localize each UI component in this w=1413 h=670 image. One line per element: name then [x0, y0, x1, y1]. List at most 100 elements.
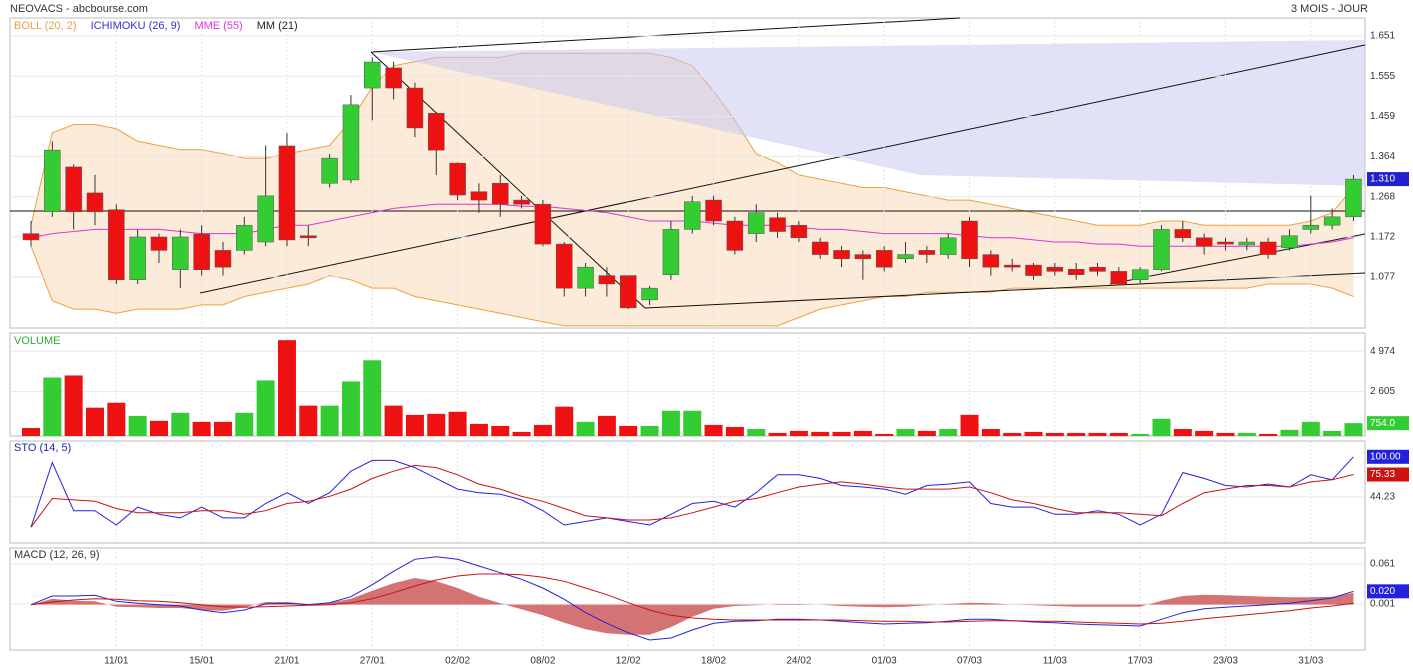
- volume-bar: [363, 360, 382, 436]
- candle-body: [86, 192, 104, 213]
- last-value-box: [1367, 449, 1409, 464]
- candle-body: [44, 149, 61, 213]
- volume-bar: [469, 423, 488, 436]
- last-value-box: [1367, 584, 1409, 599]
- volume-bar: [512, 431, 531, 436]
- candle-body: [129, 236, 146, 281]
- volume-bar: [619, 425, 638, 436]
- volume-bar: [235, 412, 254, 436]
- y-tick-label: 0.061: [1370, 559, 1395, 570]
- volume-bar: [320, 405, 339, 436]
- candle-body: [619, 275, 637, 309]
- volume-bar: [704, 424, 723, 436]
- candle-body: [278, 145, 296, 241]
- line-series: [30, 464, 1354, 528]
- x-tick-label: 21/01: [274, 656, 299, 667]
- volume-bar: [811, 431, 830, 436]
- candle-body: [22, 233, 40, 241]
- last-value-label: 1.310: [1370, 174, 1395, 185]
- candle-body: [1174, 229, 1192, 239]
- candle-body: [854, 254, 872, 260]
- volume-bar: [1344, 423, 1363, 436]
- volume-bar: [256, 380, 275, 436]
- y-tick-label: 1.268: [1370, 191, 1395, 202]
- candle-body: [257, 195, 274, 243]
- x-tick-label: 11/01: [104, 656, 129, 667]
- volume-bar: [533, 424, 552, 436]
- volume-bar: [213, 421, 232, 436]
- candle-body: [513, 199, 530, 205]
- volume-bar: [277, 340, 296, 436]
- candle-body: [1089, 266, 1106, 272]
- volume-bar: [1216, 432, 1235, 436]
- candle-body: [1281, 235, 1298, 249]
- line-series: [30, 556, 1354, 641]
- x-tick-label: 18/02: [701, 656, 726, 667]
- y-tick-label: 1.364: [1370, 151, 1395, 162]
- candle-body: [641, 287, 658, 301]
- x-tick-label: 24/02: [786, 656, 811, 667]
- volume-bar: [1109, 432, 1128, 436]
- x-tick-label: 07/03: [957, 656, 982, 667]
- volume-bar: [149, 420, 168, 436]
- volume-bar: [1067, 432, 1086, 436]
- candle-body: [556, 243, 573, 289]
- candle-body: [897, 254, 914, 260]
- candle-body: [1323, 216, 1341, 226]
- volume-bar: [1131, 433, 1150, 436]
- y-tick-label: 1.172: [1370, 232, 1395, 243]
- volume-bar: [1088, 432, 1107, 436]
- candle-body: [982, 254, 1000, 268]
- volume-bar: [491, 425, 510, 436]
- volume-bar: [1045, 432, 1064, 436]
- volume-bar: [171, 412, 190, 436]
- last-value-label: 75.33: [1370, 469, 1395, 480]
- macd-frame: [9, 547, 1366, 651]
- candle-body: [705, 199, 722, 222]
- volume-bar: [832, 431, 851, 436]
- volume-bar: [64, 375, 83, 436]
- sto-frame: [9, 440, 1366, 544]
- sto-title: STO (14, 5): [14, 442, 71, 454]
- bollinger-band: [31, 53, 1354, 326]
- volume-bar: [1259, 433, 1278, 436]
- macd-title: MACD (12, 26, 9): [14, 549, 100, 561]
- volume-bar: [1323, 430, 1342, 436]
- legend-entry: MM (21): [257, 20, 298, 32]
- last-value-box: [1367, 467, 1409, 482]
- volume-bar: [128, 415, 147, 436]
- candle-body: [65, 166, 82, 213]
- x-tick-label: 31/03: [1298, 656, 1323, 667]
- volume-bar: [939, 429, 958, 436]
- volume-bar: [981, 429, 1000, 436]
- volume-bar: [299, 405, 318, 436]
- x-tick-label: 12/02: [616, 656, 641, 667]
- candle-body: [108, 209, 125, 281]
- trend-line: [644, 272, 1366, 309]
- candle-body: [1110, 271, 1128, 285]
- volume-bar: [405, 414, 424, 436]
- trend-line: [199, 44, 1366, 294]
- candle-body: [1195, 237, 1213, 247]
- trend-line: [1109, 233, 1366, 285]
- y-tick-label: 1.459: [1370, 111, 1395, 122]
- candle-body: [321, 157, 338, 184]
- candle-body: [534, 204, 552, 245]
- last-value-label: 0.020: [1370, 586, 1395, 597]
- y-tick-label: 1.077: [1370, 271, 1395, 282]
- last-value-label: 754.0: [1370, 418, 1395, 429]
- candle-body: [236, 224, 253, 251]
- candle-body: [342, 104, 360, 181]
- volume-bar: [341, 381, 360, 436]
- volume-bar: [1152, 418, 1171, 436]
- x-tick-label: 11/03: [1043, 656, 1068, 667]
- candle-body: [833, 250, 850, 260]
- candle-body: [172, 236, 189, 270]
- volume-bar: [640, 425, 659, 436]
- candle-body: [1345, 178, 1362, 218]
- candle-body: [1217, 241, 1234, 245]
- volume-bar: [427, 413, 446, 436]
- x-tick-label: 23/03: [1213, 656, 1238, 667]
- candle-body: [150, 236, 168, 251]
